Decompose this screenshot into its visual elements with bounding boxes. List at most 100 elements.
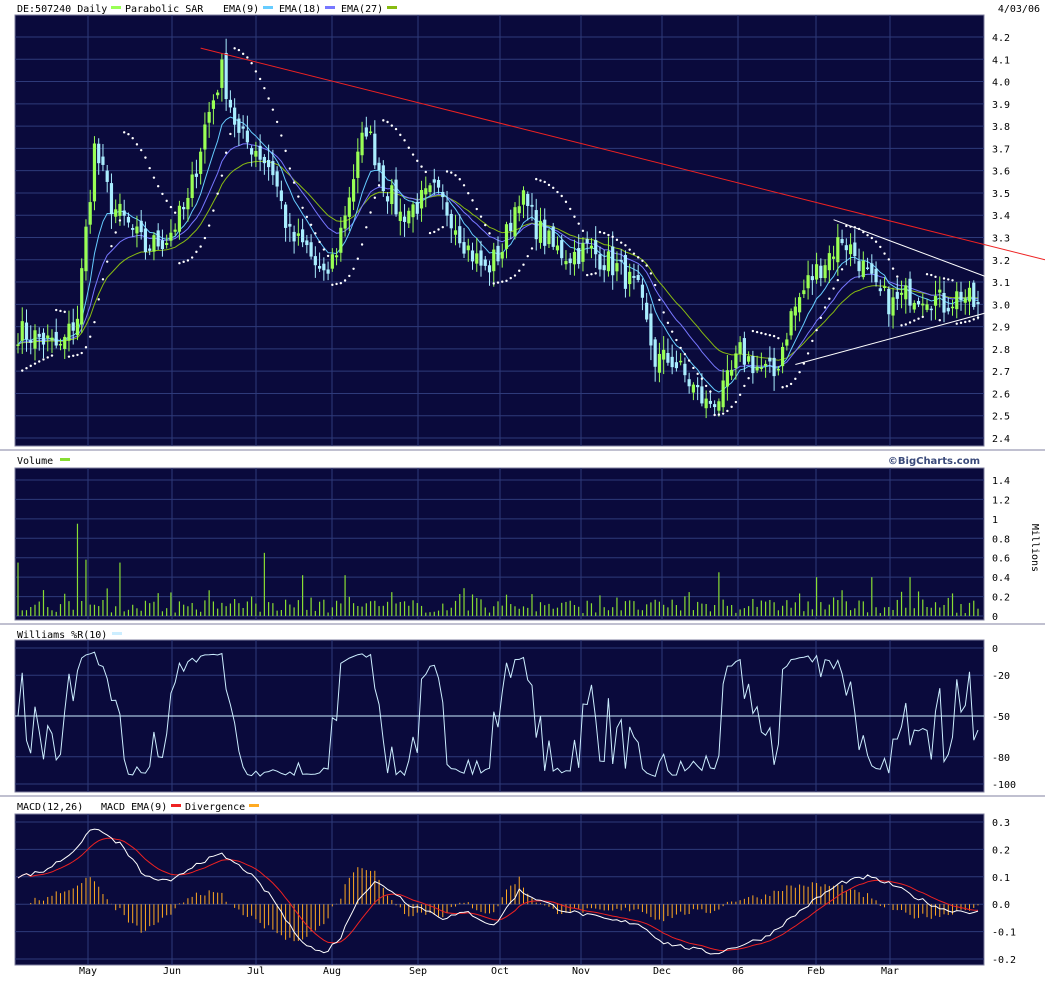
sar-dot [488,232,491,235]
candle-body [364,127,368,137]
candle-body [640,284,645,298]
volume-tick-label: 1.4 [992,476,1010,487]
sar-dot [352,267,355,270]
candle-body [963,298,967,303]
sar-dot [968,319,971,323]
candle-body [428,185,432,193]
candle-body [424,188,428,195]
sar-dot [879,245,882,249]
sar-dot [212,209,215,212]
sar-dot [467,192,470,195]
sar-dot [636,256,640,259]
sar-dot [709,390,712,393]
candle-body [360,132,364,156]
sar-dot [454,174,457,177]
candle-body [479,250,483,266]
candle-body [16,344,20,346]
candle-body [109,183,114,215]
sar-dot [76,353,79,357]
sar-dot [883,252,886,255]
sar-dot [543,180,546,184]
sar-dot [403,139,406,142]
candle-body [504,224,509,249]
sar-dot [772,334,776,338]
sar-dot [250,62,253,65]
sar-dot [38,360,41,363]
candle-body [475,253,479,264]
candle-body [865,267,870,269]
sar-dot [624,244,627,247]
candle-body [368,131,373,134]
sar-dot [229,132,232,136]
sar-dot [628,248,631,251]
candle-body [606,251,611,272]
candle-body [288,223,292,227]
sar-dot [683,352,687,356]
sar-dot [535,177,538,181]
sar-dot [106,260,109,263]
sar-dot [97,298,100,301]
candle-body [216,92,220,96]
volume-swatch [60,458,70,461]
candle-body [135,226,139,234]
candle-body [194,173,199,177]
sar-dot [424,170,427,174]
macd-tick-label: 0.2 [992,845,1010,856]
candle-body [496,245,500,262]
macd-tick-label: -0.2 [992,955,1016,966]
candle-body [602,265,606,271]
candle-body [237,118,241,133]
sar-dot [110,244,113,248]
sar-dot [942,277,946,280]
sar-dot [441,225,444,229]
candle-body [874,268,878,283]
price-tick-label: 3.6 [992,167,1010,178]
sar-dot [241,52,245,56]
candle-body [220,59,224,88]
candle-body [857,261,861,272]
sar-dot [55,308,58,312]
candle-body [509,222,513,231]
sar-dot [866,233,869,237]
candle-body [267,159,271,168]
candle-body [721,380,725,408]
candle-body [296,233,300,236]
candle-body [615,263,619,272]
candle-body [80,268,84,325]
candle-body [470,250,475,262]
candle-body [594,240,598,255]
candle-body [793,306,797,316]
candle-body [148,248,152,251]
candle-body [339,227,343,253]
sar-dot [785,385,789,388]
price-tick-label: 3.9 [992,100,1010,111]
candle-body [262,156,266,164]
sar-dot [764,332,767,336]
sar-dot [921,315,924,319]
sar-dot [420,165,423,168]
sar-dot [887,258,890,261]
candle-body [938,289,942,293]
candle-body [568,258,572,264]
candle-body [589,245,594,249]
candle-body [806,275,810,289]
x-axis-label: 06 [732,966,744,977]
x-axis-label: Jun [163,966,181,977]
candle-body [373,133,377,166]
x-axis-label: Jul [247,966,265,977]
candle-body [564,261,568,265]
sar-dot [802,362,806,365]
candle-body [449,213,453,229]
candle-body [751,356,755,374]
candle-body [517,206,521,214]
volume-tick-label: 0.2 [992,593,1010,604]
sar-dot [369,211,372,214]
sar-dot [407,146,410,149]
sar-dot [602,231,606,235]
sar-dot [573,215,576,218]
candle-body [245,130,249,143]
sar-dot [394,127,398,131]
candle-body [666,352,670,363]
price-tick-label: 2.6 [992,389,1010,400]
